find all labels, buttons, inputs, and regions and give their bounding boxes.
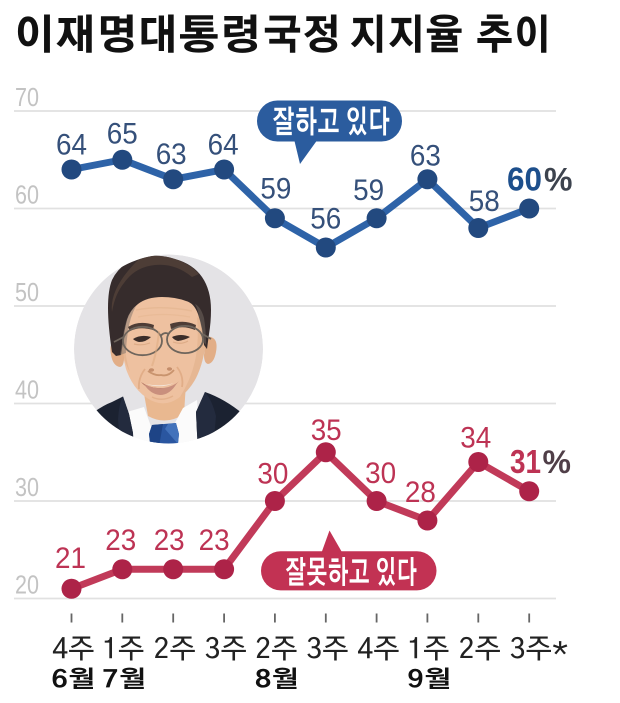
svg-text:63: 63 bbox=[410, 139, 441, 172]
svg-text:21: 21 bbox=[55, 542, 86, 575]
svg-text:%: % bbox=[544, 162, 572, 198]
svg-text:31: 31 bbox=[510, 443, 541, 480]
svg-text:50: 50 bbox=[15, 277, 39, 307]
svg-text:60: 60 bbox=[507, 161, 542, 198]
svg-text:%: % bbox=[543, 444, 571, 480]
svg-text:23: 23 bbox=[154, 524, 185, 557]
svg-text:70: 70 bbox=[15, 82, 39, 112]
svg-text:28: 28 bbox=[405, 476, 436, 509]
svg-text:59: 59 bbox=[353, 174, 384, 207]
svg-text:20: 20 bbox=[15, 570, 39, 600]
svg-text:56: 56 bbox=[310, 202, 341, 235]
svg-text:23: 23 bbox=[105, 524, 136, 557]
svg-text:60: 60 bbox=[15, 180, 39, 210]
svg-text:63: 63 bbox=[156, 138, 187, 171]
svg-text:30: 30 bbox=[257, 457, 288, 490]
svg-text:30: 30 bbox=[15, 472, 39, 502]
svg-text:65: 65 bbox=[107, 117, 138, 150]
svg-text:30: 30 bbox=[365, 457, 396, 490]
svg-text:23: 23 bbox=[199, 524, 230, 557]
svg-text:58: 58 bbox=[469, 185, 500, 218]
svg-text:40: 40 bbox=[15, 375, 39, 405]
svg-text:59: 59 bbox=[260, 173, 291, 206]
svg-text:34: 34 bbox=[460, 421, 491, 454]
svg-text:35: 35 bbox=[311, 414, 342, 447]
svg-text:64: 64 bbox=[208, 128, 239, 161]
svg-text:64: 64 bbox=[56, 129, 87, 162]
